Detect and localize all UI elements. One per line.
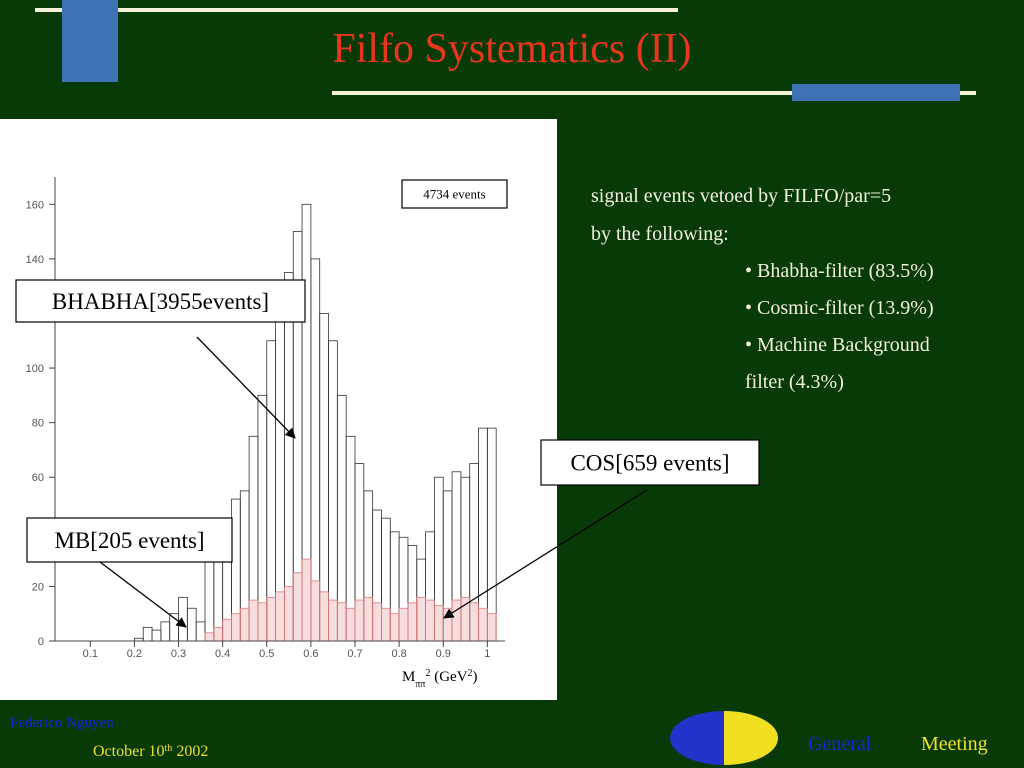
bar <box>213 626 224 642</box>
annotation-box <box>540 439 760 486</box>
bar <box>389 613 400 642</box>
bar <box>381 607 391 642</box>
bar <box>301 558 312 642</box>
bar <box>478 607 488 642</box>
y-tick-label: 140 <box>26 254 44 266</box>
x-tick-label: 0.6 <box>303 648 318 660</box>
bar <box>486 613 497 642</box>
x-axis-label-part: (GeV <box>430 669 467 685</box>
x-tick-label: 0.4 <box>215 648 230 660</box>
bar <box>407 602 418 642</box>
description: signal events vetoed by FILFO/par=5 by th… <box>591 185 934 393</box>
bar <box>231 613 241 642</box>
x-tick-label: 0.7 <box>347 648 362 660</box>
y-tick-label: 60 <box>32 472 44 484</box>
y-tick-label: 80 <box>32 418 44 430</box>
bar <box>434 605 444 642</box>
x-tick-label: 0.3 <box>171 648 186 660</box>
bar <box>363 596 374 642</box>
date: October 10th 2002 <box>93 743 208 761</box>
deco-block <box>62 0 118 82</box>
bar <box>451 599 462 642</box>
bullet-line: • Bhabha-filter (83.5%) <box>745 260 934 282</box>
bar <box>310 580 321 642</box>
deco-block <box>792 84 960 101</box>
bullet-line: filter (4.3%) <box>745 371 844 393</box>
bar <box>398 607 409 642</box>
y-tick-label: 20 <box>32 581 44 593</box>
x-axis-label-part: M <box>402 669 415 685</box>
arrow <box>99 561 187 628</box>
bar <box>372 602 382 642</box>
arrow <box>196 336 296 439</box>
bar <box>275 591 285 642</box>
bar <box>204 632 215 642</box>
bar <box>248 599 259 642</box>
bar <box>469 602 479 642</box>
event-name: Meeting <box>921 733 988 755</box>
bullet-line: • Cosmic-filter (13.9%) <box>745 297 934 319</box>
annotation: BHABHA[3955events] <box>52 289 269 314</box>
x-axis-label-part: 2 <box>425 668 430 679</box>
footer: Federico Nguyen October 10th 2002 General M… <box>10 715 988 760</box>
bar <box>222 618 232 642</box>
plot-panel <box>0 119 557 700</box>
annotation: MB[205 events] <box>54 528 204 553</box>
x-tick-label: 0.5 <box>259 648 274 660</box>
arrow <box>443 489 648 619</box>
bullet-line: • Machine Background <box>745 334 930 356</box>
x-tick-label: 0.1 <box>83 648 98 660</box>
bar <box>319 591 329 642</box>
bar <box>284 586 294 642</box>
y-tick-label: 0 <box>38 636 44 648</box>
author: Federico Nguyen <box>10 715 114 731</box>
date-part: 2002 <box>172 743 208 760</box>
slide-title: Filfo Systematics (II) <box>332 26 691 72</box>
bar <box>328 599 338 642</box>
bar <box>336 602 347 642</box>
intro-line: signal events vetoed by FILFO/par=5 <box>591 185 891 207</box>
bar <box>345 607 356 642</box>
intro-line: by the following: <box>591 223 729 245</box>
bar <box>266 596 276 642</box>
annotation: COS[659 events] <box>570 451 729 476</box>
annotation-box <box>401 179 508 209</box>
date-part: th <box>165 743 173 754</box>
annotation-box <box>26 517 233 563</box>
x-axis-label-part: 2 <box>468 668 473 679</box>
logo <box>724 711 778 765</box>
date-part: October 10 <box>93 743 165 760</box>
y-tick-label: 160 <box>26 199 44 211</box>
x-axis-label: Mππ2 (GeV2) <box>402 668 478 690</box>
bar <box>425 599 435 642</box>
x-tick-label: 0.8 <box>391 648 406 660</box>
y-tick-label: 100 <box>26 363 44 375</box>
x-tick-label: 0.9 <box>436 648 451 660</box>
x-axis-label-part: ππ <box>415 679 425 690</box>
bar <box>239 607 250 642</box>
x-tick-label: 1 <box>484 648 490 660</box>
bar <box>257 602 268 642</box>
event-name: General <box>808 733 872 755</box>
bar <box>292 572 303 642</box>
bar <box>416 596 426 642</box>
x-axis-label-part: ) <box>473 669 478 685</box>
annotation: 4734 events <box>423 187 485 202</box>
x-tick-label: 0.2 <box>127 648 142 660</box>
annotation-box <box>15 279 306 323</box>
bar <box>354 599 365 642</box>
annotations: 4734 events BHABHA[3955events] MB[205 even… <box>15 179 760 628</box>
